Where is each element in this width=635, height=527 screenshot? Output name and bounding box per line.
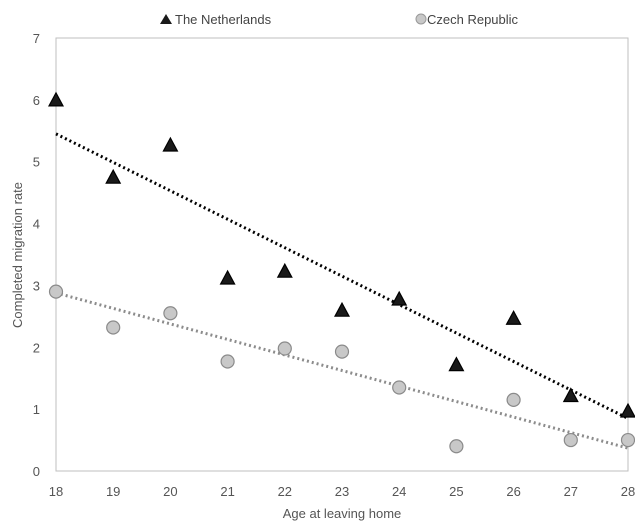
point-czech [163,306,178,321]
point-czech [220,354,235,369]
trendlines [55,132,629,450]
point-czech [620,432,635,448]
y-tick-label: 1 [33,402,40,417]
y-axis-ticks: 0 1 2 3 4 5 6 7 [33,31,40,479]
x-tick-label: 19 [106,484,120,499]
x-tick-label: 24 [392,484,406,499]
y-tick-label: 6 [33,93,40,108]
y-tick-label: 4 [33,217,40,232]
point-czech [334,344,350,359]
legend-label-netherlands: The Netherlands [175,12,272,27]
point-czech [449,439,464,454]
point-netherlands [276,262,293,278]
trendline-czech [55,291,629,450]
legend-marker-czech [415,13,427,25]
plot-area [55,37,629,472]
data-points [47,91,635,454]
point-netherlands [619,402,635,418]
x-tick-label: 28 [621,484,635,499]
point-czech [106,320,121,335]
x-tick-label: 25 [449,484,463,499]
legend: The Netherlands Czech Republic [160,12,519,27]
y-tick-label: 5 [33,155,40,170]
x-tick-label: 18 [49,484,63,499]
y-tick-label: 0 [33,464,40,479]
x-tick-label: 26 [506,484,520,499]
point-netherlands [391,290,408,306]
x-tick-label: 21 [220,484,234,499]
y-axis-title: Completed migration rate [10,182,25,328]
y-tick-label: 2 [33,340,40,355]
point-czech [48,284,64,299]
x-tick-label: 20 [163,484,177,499]
x-axis-title: Age at leaving home [283,506,402,521]
y-tick-label: 7 [33,31,40,46]
y-tick-label: 3 [33,278,40,293]
point-netherlands [333,301,351,317]
x-tick-label: 23 [335,484,349,499]
point-czech [506,392,521,407]
legend-marker-netherlands [160,14,172,24]
point-netherlands [448,356,465,372]
point-netherlands [47,91,65,107]
point-czech [392,380,407,395]
point-netherlands [505,309,522,325]
x-tick-label: 27 [564,484,578,499]
point-netherlands [162,136,179,152]
x-axis-ticks: 18 19 20 21 22 23 24 25 26 27 28 [49,484,635,499]
point-czech [277,341,292,356]
point-czech [563,432,578,448]
trendline-netherlands [55,132,629,420]
point-netherlands [105,168,122,184]
x-tick-label: 22 [278,484,292,499]
point-netherlands [219,269,236,285]
point-netherlands [562,387,579,403]
legend-label-czech: Czech Republic [427,12,519,27]
